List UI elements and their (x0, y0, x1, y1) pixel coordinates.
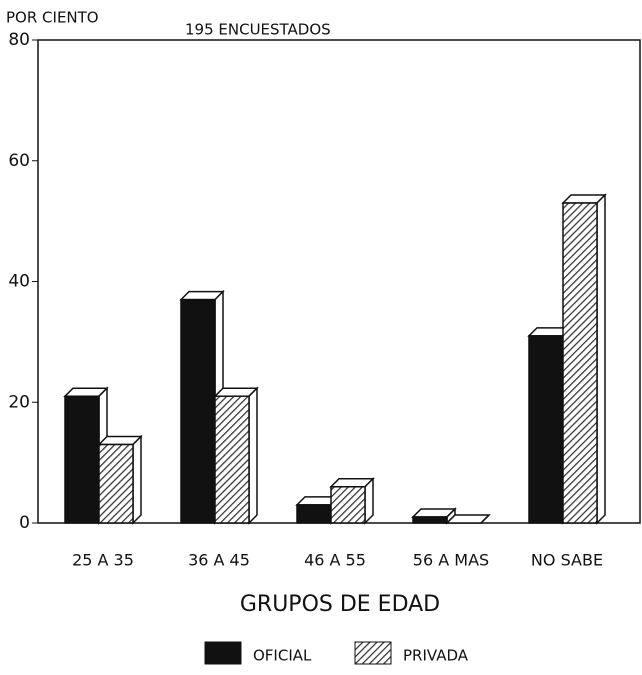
bar (214, 395, 250, 524)
bar-side (596, 193, 606, 525)
x-tick-label: 36 A 45 (188, 551, 250, 570)
legend-label: PRIVADA (403, 647, 469, 665)
y-tick-label: 40 (8, 272, 30, 292)
bar-side (132, 434, 142, 525)
bar (528, 335, 564, 524)
y-tick-label: 60 (8, 151, 30, 171)
y-tick-label: 20 (8, 392, 30, 412)
subtitle: 195 ENCUESTADOS (185, 21, 331, 39)
bar (64, 395, 100, 524)
bar (330, 486, 366, 524)
x-axis-label: GRUPOS DE EDAD (240, 592, 440, 617)
x-tick-label: NO SABE (531, 551, 603, 570)
y-tick-label: 80 (8, 30, 30, 50)
bar (412, 516, 448, 524)
bar-side (364, 476, 374, 525)
legend-swatch (204, 641, 242, 665)
bar (180, 298, 216, 524)
y-axis-label: POR CIENTO (6, 9, 99, 27)
bar-side (248, 386, 258, 525)
y-tick-label: 0 (19, 513, 30, 533)
x-tick-label: 46 A 55 (304, 551, 366, 570)
legend-label: OFICIAL (253, 647, 312, 665)
x-tick-label: 25 A 35 (72, 551, 134, 570)
x-tick-label: 56 A MAS (413, 551, 489, 570)
bar (562, 202, 598, 524)
bar-side (480, 514, 490, 524)
legend-swatch (354, 641, 392, 665)
bar (98, 443, 134, 524)
bar (296, 504, 332, 524)
